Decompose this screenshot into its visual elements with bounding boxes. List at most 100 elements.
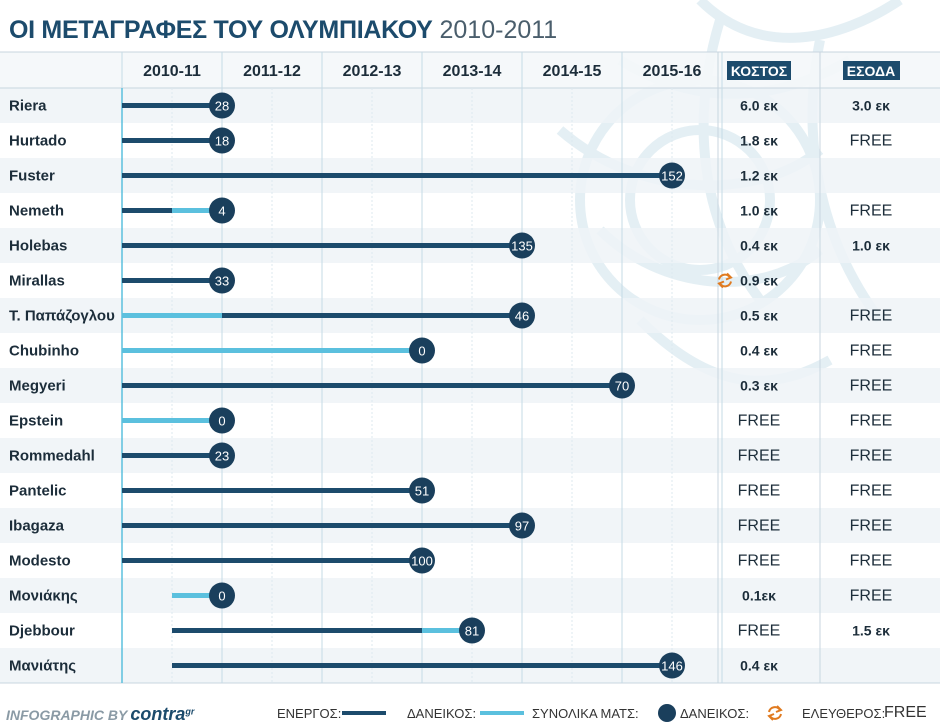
- matches-badge: [209, 442, 235, 469]
- player-name: Τ. Παπάζογλου: [9, 308, 115, 325]
- matches-badge: [209, 127, 235, 154]
- matches-value: 70: [615, 379, 629, 394]
- matches-badge: [209, 582, 235, 609]
- season-label: 2015-16: [643, 63, 702, 80]
- player-name: Djebbour: [9, 623, 75, 640]
- cost-value: 0.3 εκ: [740, 378, 778, 394]
- income-value: FREE: [850, 308, 893, 325]
- matches-badge: [509, 232, 535, 259]
- player-name: Μονιάκης: [9, 588, 78, 605]
- income-value: FREE: [850, 448, 893, 465]
- income-value: 1.5 εκ: [852, 623, 890, 639]
- cost-value: 0.4 εκ: [740, 343, 778, 359]
- income-value: FREE: [850, 413, 893, 430]
- matches-value: 46: [515, 309, 529, 324]
- swap-arrow-top: [725, 272, 733, 281]
- player-name: Ibagaza: [9, 518, 65, 535]
- title-main: ΟΙ ΜΕΤΑΓΡΑΦΕΣ ΤΟΥ ΟΛΥΜΠΙΑΚΟΥ: [9, 16, 433, 44]
- player-name: Hurtado: [9, 133, 67, 150]
- chart-title: ΟΙ ΜΕΤΑΓΡΑΦΕΣ ΤΟΥ ΟΛΥΜΠΙΑΚΟΥ 2010-2011: [9, 16, 557, 45]
- season-label: 2012-13: [343, 63, 402, 80]
- income-value: 3.0 εκ: [852, 98, 890, 114]
- cost-value: 0.4 εκ: [740, 238, 778, 254]
- legend-matches-label: ΣΥΝΟΛΙΚΑ ΜΑΤΣ:: [532, 706, 639, 721]
- income-header-label: ΕΣΟΔΑ: [847, 63, 895, 79]
- income-value: FREE: [850, 203, 893, 220]
- matches-badge: [209, 92, 235, 119]
- matches-badge: [409, 547, 435, 574]
- income-value: FREE: [850, 553, 893, 570]
- matches-value: 23: [215, 449, 229, 464]
- legend-loan-deal-label: ΔΑΝΕΙΚΟΣ:: [680, 706, 750, 721]
- row-band: [0, 578, 940, 613]
- matches-value: 0: [218, 414, 225, 429]
- matches-badge: [509, 512, 535, 539]
- matches-badge: [409, 477, 435, 504]
- income-header-badge: [843, 61, 900, 80]
- cost-value: 0.5 εκ: [740, 308, 778, 324]
- player-name: Holebas: [9, 238, 67, 255]
- matches-value: 33: [215, 274, 229, 289]
- player-name: Megyeri: [9, 378, 66, 395]
- player-name: Epstein: [9, 413, 63, 430]
- season-label: 2011-12: [243, 63, 301, 80]
- matches-value: 4: [218, 204, 225, 219]
- loan-swap-icon: [717, 272, 733, 289]
- matches-value: 0: [218, 589, 225, 604]
- matches-value: 152: [661, 169, 683, 184]
- swap-arrow-top: [775, 705, 783, 713]
- legend-loan-deal-swatch: [767, 705, 783, 721]
- player-name: Rommedahl: [9, 448, 95, 465]
- cost-value: 1.8 εκ: [740, 133, 778, 149]
- matches-value: 18: [215, 134, 229, 149]
- matches-badge: [209, 407, 235, 434]
- cost-value: 0.1εκ: [742, 588, 776, 604]
- player-name: Pantelic: [9, 483, 67, 500]
- cost-value: FREE: [738, 623, 781, 640]
- matches-badge: [659, 652, 685, 679]
- matches-value: 135: [511, 239, 533, 254]
- cost-header-badge: [727, 61, 791, 80]
- income-value: FREE: [850, 518, 893, 535]
- brand-sup: gr: [185, 706, 195, 717]
- matches-value: 28: [215, 99, 229, 114]
- cost-value: FREE: [738, 448, 781, 465]
- income-value: FREE: [850, 588, 893, 605]
- title-years: 2010-2011: [439, 16, 558, 44]
- cost-value: 1.2 εκ: [740, 168, 778, 184]
- player-name: Modesto: [9, 553, 71, 570]
- season-label: 2014-15: [543, 63, 602, 80]
- player-name: Nemeth: [9, 203, 64, 220]
- matches-badge: [609, 372, 635, 399]
- income-value: FREE: [850, 343, 893, 360]
- player-name: Mirallas: [9, 273, 65, 290]
- cost-value: 6.0 εκ: [740, 98, 778, 114]
- player-name: Fuster: [9, 168, 55, 185]
- matches-badge: [659, 162, 685, 189]
- swap-arrow-bottom: [767, 713, 775, 721]
- legend-matches-swatch: [658, 704, 676, 722]
- matches-value: 97: [515, 519, 529, 534]
- player-name: Riera: [9, 98, 47, 115]
- legend-free-label: ΕΛΕΥΘΕΡΟΣ:: [802, 706, 886, 721]
- legend-active-label: ΕΝΕΡΓΟΣ:: [277, 706, 342, 721]
- income-value: FREE: [850, 483, 893, 500]
- income-value: 1.0 εκ: [852, 238, 890, 254]
- matches-badge: [409, 337, 435, 364]
- season-label: 2010-11: [143, 63, 201, 80]
- matches-badge: [459, 617, 485, 644]
- matches-badge: [209, 267, 235, 294]
- season-label: 2013-14: [443, 63, 502, 80]
- matches-value: 146: [661, 659, 683, 674]
- cost-value: FREE: [738, 413, 781, 430]
- matches-value: 81: [465, 624, 479, 639]
- matches-value: 51: [415, 484, 429, 499]
- matches-badge: [209, 197, 235, 224]
- cost-value: FREE: [738, 553, 781, 570]
- player-name: Chubinho: [9, 343, 79, 360]
- income-value: FREE: [850, 378, 893, 395]
- player-name: Μανιάτης: [9, 658, 76, 675]
- cost-value: FREE: [738, 518, 781, 535]
